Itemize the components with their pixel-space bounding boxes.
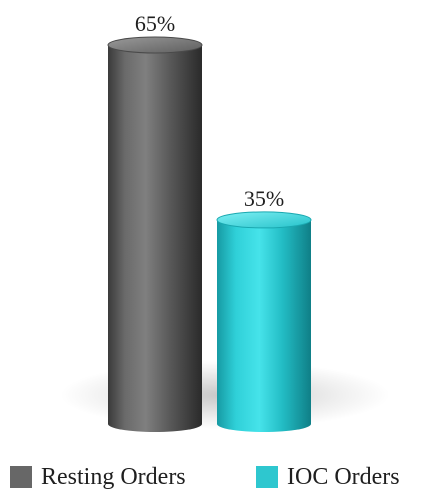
legend-item-resting-orders: Resting Orders: [10, 462, 186, 492]
bar-body-resting-orders: [108, 45, 202, 424]
legend-label-ioc-orders: IOC Orders: [287, 462, 400, 492]
bar-resting-orders: [108, 37, 202, 432]
value-label-resting-orders: 65%: [135, 11, 175, 36]
bar-body-ioc-orders: [217, 220, 311, 424]
bar-top-ioc-orders: [217, 212, 311, 228]
legend-swatch-resting-orders: [10, 466, 32, 488]
legend-item-ioc-orders: IOC Orders: [256, 462, 400, 492]
legend-swatch-ioc-orders: [256, 466, 278, 488]
value-label-ioc-orders: 35%: [244, 186, 284, 211]
bar-ioc-orders: [217, 212, 311, 432]
bar-top-resting-orders: [108, 37, 202, 53]
chart-legend: Resting Orders IOC Orders: [0, 462, 429, 492]
legend-label-resting-orders: Resting Orders: [41, 462, 186, 492]
